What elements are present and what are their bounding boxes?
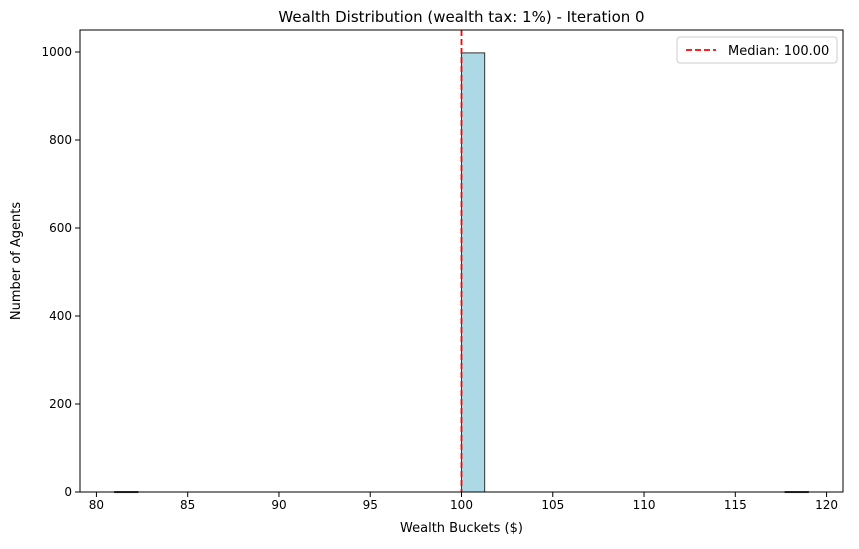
legend-box: [676, 36, 838, 64]
histogram-bar-1: [461, 52, 486, 493]
legend: Median: 100.00: [676, 36, 838, 64]
x-tick-label-110: 110: [633, 498, 656, 512]
y-tick-label-600: 600: [49, 221, 72, 235]
chart-title: Wealth Distribution (wealth tax: 1%) - I…: [278, 8, 644, 26]
x-tick-label-95: 95: [363, 498, 378, 512]
x-axis: 80 85 90 95 100 105 110 115 120: [89, 492, 838, 512]
y-tick-label-200: 200: [49, 397, 72, 411]
y-axis: 0 200 400 600 800 1000: [41, 45, 80, 499]
x-axis-label: Wealth Buckets ($): [400, 521, 523, 536]
legend-entry-median: Median: 100.00: [728, 44, 829, 59]
y-tick-label-400: 400: [49, 309, 72, 323]
x-tick-label-90: 90: [271, 498, 286, 512]
y-tick-label-0: 0: [64, 485, 72, 499]
x-tick-label-120: 120: [815, 498, 838, 512]
x-tick-label-105: 105: [541, 498, 564, 512]
x-tick-label-115: 115: [724, 498, 747, 512]
x-tick-label-80: 80: [89, 498, 104, 512]
x-tick-label-85: 85: [180, 498, 195, 512]
y-tick-label-800: 800: [49, 133, 72, 147]
y-axis-label: Number of Agents: [9, 202, 24, 320]
y-tick-label-1000: 1000: [41, 45, 72, 59]
x-tick-label-100: 100: [450, 498, 473, 512]
